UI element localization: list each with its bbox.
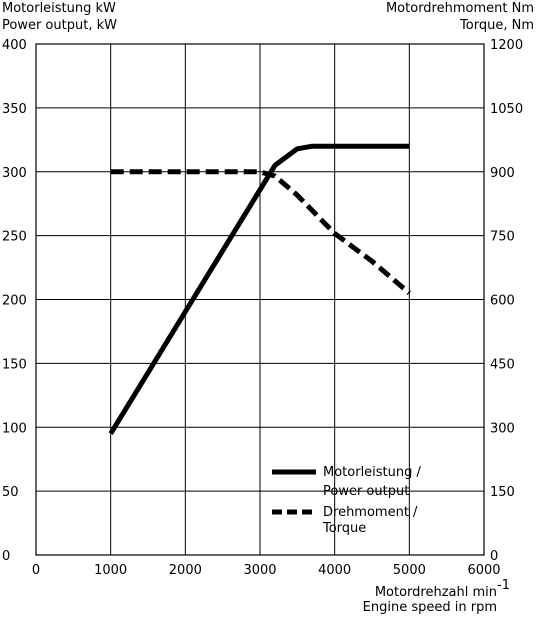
legend: Motorleistung / Power output Drehmoment /T… — [272, 465, 422, 536]
legend-power-output-label: Motorleistung / — [323, 465, 422, 480]
y-right-tick-label: 900 — [490, 166, 515, 181]
y-left-tick-label: 250 — [2, 230, 27, 245]
y-right-tick-label: 1050 — [490, 102, 523, 117]
y-right-tick-label: 150 — [490, 485, 515, 500]
legend-power-output-label: Power output — [323, 484, 409, 499]
legend-torque-label: Torque — [322, 521, 366, 536]
left-axis-title-line1: Motorleistung kW — [2, 1, 116, 16]
y-left-tick-label: 0 — [2, 549, 10, 564]
right-axis-title-line1: Motordrehmoment Nm — [385, 1, 534, 16]
y-left-tick-label: 300 — [2, 166, 27, 181]
y-right-tick-label: 0 — [490, 549, 498, 564]
x-axis-title-superscript: -1 — [497, 578, 510, 593]
y-left-tick-label: 150 — [2, 357, 27, 372]
x-axis-title-line2: Engine speed in rpm — [363, 600, 497, 615]
tick-labels: 0 1000 2000 3000 4000 5000 6000050100150200250… — [2, 38, 523, 578]
series — [108, 143, 411, 435]
x-tick-label: 5000 — [393, 563, 426, 578]
x-tick-label: 4000 — [318, 563, 351, 578]
y-right-tick-label: 1200 — [490, 38, 523, 53]
x-tick-label: 1000 — [94, 563, 127, 578]
x-tick-label: 3000 — [243, 563, 276, 578]
y-left-tick-label: 50 — [2, 485, 19, 500]
y-left-tick-label: 400 — [2, 38, 27, 53]
x-axis-title-line1: Motordrehzahl min — [375, 585, 497, 600]
y-right-tick-label: 300 — [490, 421, 515, 436]
torque-line — [110, 169, 411, 295]
power-output-line — [108, 143, 410, 435]
y-left-tick-label: 350 — [2, 102, 27, 117]
y-left-tick-label: 200 — [2, 294, 27, 309]
right-axis-title-line2: Torque, Nm — [460, 18, 534, 33]
x-tick-label: 2000 — [169, 563, 202, 578]
left-axis-title-line2: Power output, kW — [2, 18, 117, 33]
y-right-tick-label: 600 — [490, 294, 515, 309]
x-tick-label: 0 — [32, 563, 40, 578]
y-right-tick-label: 750 — [490, 230, 515, 245]
grid — [35, 43, 485, 556]
y-left-tick-label: 100 — [2, 421, 27, 436]
y-right-tick-label: 450 — [490, 357, 515, 372]
x-tick-label: 6000 — [467, 563, 500, 578]
legend-torque-label: Drehmoment / — [323, 505, 418, 520]
